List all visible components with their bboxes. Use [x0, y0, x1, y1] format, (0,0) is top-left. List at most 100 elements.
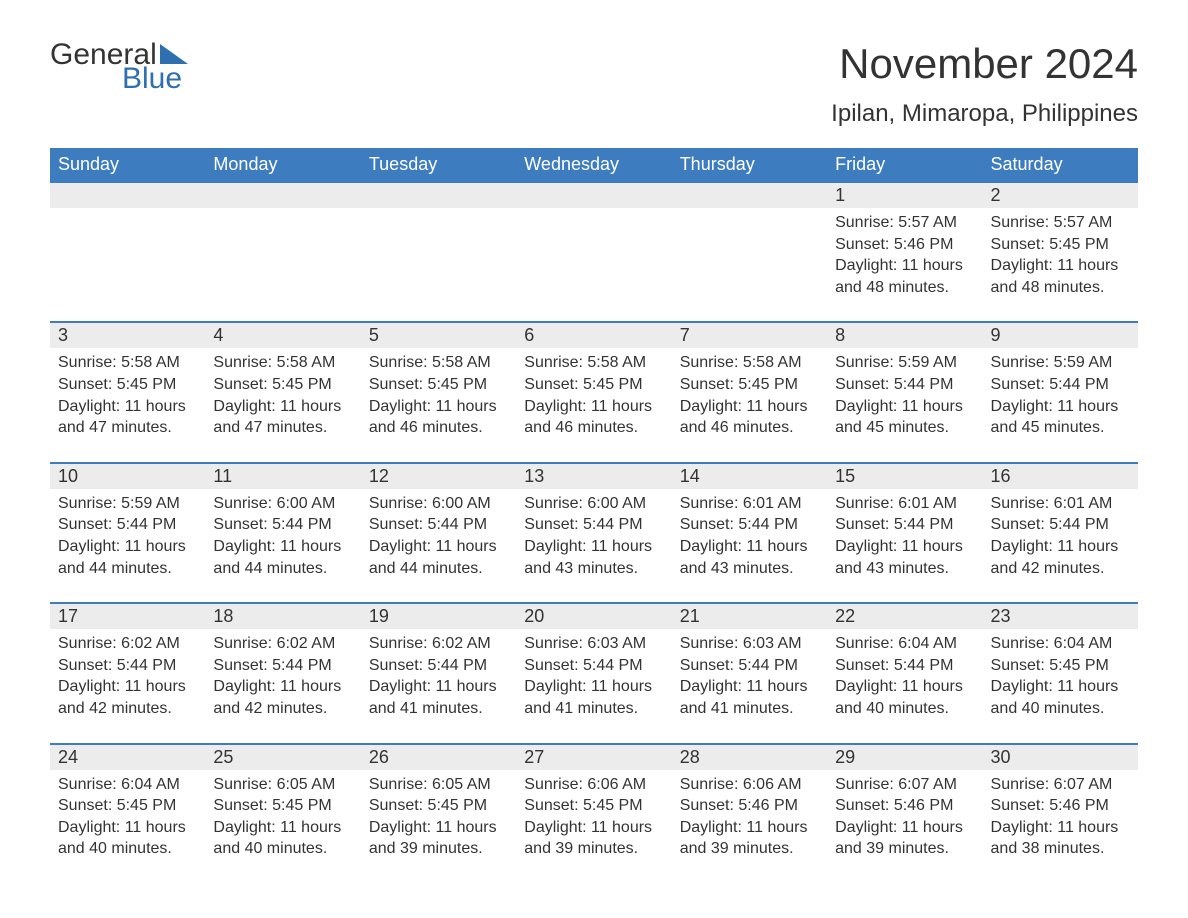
sunrise-line: Sunrise: 6:03 AM	[680, 633, 819, 655]
daynum-cell: 1	[827, 182, 982, 208]
detail-cell: Sunrise: 6:07 AMSunset: 5:46 PMDaylight:…	[983, 770, 1138, 866]
detail-cell: Sunrise: 6:03 AMSunset: 5:44 PMDaylight:…	[672, 629, 827, 725]
sunrise-line: Sunrise: 5:57 AM	[835, 212, 974, 234]
detail-row: Sunrise: 6:04 AMSunset: 5:45 PMDaylight:…	[50, 770, 1138, 866]
detail-cell: Sunrise: 6:04 AMSunset: 5:45 PMDaylight:…	[50, 770, 205, 866]
sunset-line: Sunset: 5:44 PM	[524, 655, 663, 677]
daynum-row: 24252627282930	[50, 744, 1138, 770]
detail-cell: Sunrise: 6:05 AMSunset: 5:45 PMDaylight:…	[361, 770, 516, 866]
sunset-line: Sunset: 5:44 PM	[835, 374, 974, 396]
detail-row: Sunrise: 5:58 AMSunset: 5:45 PMDaylight:…	[50, 348, 1138, 444]
day-header: Monday	[205, 148, 360, 182]
detail-cell: Sunrise: 5:59 AMSunset: 5:44 PMDaylight:…	[50, 489, 205, 585]
sunset-line: Sunset: 5:45 PM	[524, 795, 663, 817]
daynum-cell: 9	[983, 322, 1138, 348]
daylight-line: Daylight: 11 hours and 41 minutes.	[680, 676, 819, 719]
detail-cell: Sunrise: 6:02 AMSunset: 5:44 PMDaylight:…	[361, 629, 516, 725]
sunset-line: Sunset: 5:45 PM	[524, 374, 663, 396]
logo-text-blue: Blue	[122, 64, 188, 94]
daylight-line: Daylight: 11 hours and 42 minutes.	[58, 676, 197, 719]
detail-cell: Sunrise: 6:04 AMSunset: 5:45 PMDaylight:…	[983, 629, 1138, 725]
daynum-cell: 10	[50, 463, 205, 489]
month-title: November 2024	[831, 40, 1138, 88]
detail-cell: Sunrise: 5:58 AMSunset: 5:45 PMDaylight:…	[516, 348, 671, 444]
sunrise-line: Sunrise: 5:58 AM	[524, 352, 663, 374]
daynum-cell: 5	[361, 322, 516, 348]
detail-cell	[672, 208, 827, 304]
sunrise-line: Sunrise: 6:05 AM	[213, 774, 352, 796]
daylight-line: Daylight: 11 hours and 39 minutes.	[524, 817, 663, 860]
daynum-cell: 11	[205, 463, 360, 489]
detail-cell: Sunrise: 6:04 AMSunset: 5:44 PMDaylight:…	[827, 629, 982, 725]
daylight-line: Daylight: 11 hours and 42 minutes.	[213, 676, 352, 719]
daynum-cell	[205, 182, 360, 208]
sunset-line: Sunset: 5:44 PM	[58, 655, 197, 677]
sunrise-line: Sunrise: 6:01 AM	[680, 493, 819, 515]
sunset-line: Sunset: 5:44 PM	[835, 514, 974, 536]
sunset-line: Sunset: 5:45 PM	[213, 795, 352, 817]
daynum-row: 17181920212223	[50, 603, 1138, 629]
sunset-line: Sunset: 5:44 PM	[524, 514, 663, 536]
daynum-cell	[672, 182, 827, 208]
location: Ipilan, Mimaropa, Philippines	[831, 100, 1138, 128]
detail-cell: Sunrise: 6:02 AMSunset: 5:44 PMDaylight:…	[50, 629, 205, 725]
daynum-cell: 23	[983, 603, 1138, 629]
sunrise-line: Sunrise: 6:01 AM	[835, 493, 974, 515]
daylight-line: Daylight: 11 hours and 47 minutes.	[58, 396, 197, 439]
detail-cell	[205, 208, 360, 304]
title-block: November 2024 Ipilan, Mimaropa, Philippi…	[831, 40, 1138, 128]
sunrise-line: Sunrise: 5:59 AM	[58, 493, 197, 515]
daynum-cell: 2	[983, 182, 1138, 208]
daynum-cell: 3	[50, 322, 205, 348]
sunset-line: Sunset: 5:45 PM	[991, 234, 1130, 256]
daynum-cell: 22	[827, 603, 982, 629]
daynum-cell: 6	[516, 322, 671, 348]
detail-cell	[50, 208, 205, 304]
detail-cell	[516, 208, 671, 304]
daylight-line: Daylight: 11 hours and 46 minutes.	[369, 396, 508, 439]
daylight-line: Daylight: 11 hours and 38 minutes.	[991, 817, 1130, 860]
week-separator	[50, 304, 1138, 322]
sunrise-line: Sunrise: 6:02 AM	[58, 633, 197, 655]
detail-cell: Sunrise: 6:06 AMSunset: 5:46 PMDaylight:…	[672, 770, 827, 866]
sunrise-line: Sunrise: 6:05 AM	[369, 774, 508, 796]
detail-cell: Sunrise: 5:58 AMSunset: 5:45 PMDaylight:…	[50, 348, 205, 444]
sunset-line: Sunset: 5:44 PM	[58, 514, 197, 536]
daylight-line: Daylight: 11 hours and 47 minutes.	[213, 396, 352, 439]
daylight-line: Daylight: 11 hours and 41 minutes.	[369, 676, 508, 719]
detail-row: Sunrise: 5:59 AMSunset: 5:44 PMDaylight:…	[50, 489, 1138, 585]
sunrise-line: Sunrise: 5:59 AM	[835, 352, 974, 374]
daynum-cell: 15	[827, 463, 982, 489]
daynum-cell	[361, 182, 516, 208]
daynum-cell: 12	[361, 463, 516, 489]
sunrise-line: Sunrise: 6:07 AM	[991, 774, 1130, 796]
daynum-cell: 18	[205, 603, 360, 629]
sunset-line: Sunset: 5:45 PM	[58, 374, 197, 396]
detail-cell: Sunrise: 6:00 AMSunset: 5:44 PMDaylight:…	[516, 489, 671, 585]
daylight-line: Daylight: 11 hours and 39 minutes.	[680, 817, 819, 860]
sunrise-line: Sunrise: 6:01 AM	[991, 493, 1130, 515]
day-header: Saturday	[983, 148, 1138, 182]
detail-cell: Sunrise: 6:01 AMSunset: 5:44 PMDaylight:…	[672, 489, 827, 585]
sunrise-line: Sunrise: 5:58 AM	[680, 352, 819, 374]
sunset-line: Sunset: 5:44 PM	[991, 514, 1130, 536]
daylight-line: Daylight: 11 hours and 44 minutes.	[58, 536, 197, 579]
daylight-line: Daylight: 11 hours and 39 minutes.	[369, 817, 508, 860]
daynum-cell: 27	[516, 744, 671, 770]
sunset-line: Sunset: 5:44 PM	[680, 514, 819, 536]
detail-row: Sunrise: 6:02 AMSunset: 5:44 PMDaylight:…	[50, 629, 1138, 725]
detail-cell: Sunrise: 5:58 AMSunset: 5:45 PMDaylight:…	[361, 348, 516, 444]
week-separator	[50, 726, 1138, 744]
sunrise-line: Sunrise: 6:06 AM	[680, 774, 819, 796]
sunrise-line: Sunrise: 5:58 AM	[369, 352, 508, 374]
detail-cell: Sunrise: 5:57 AMSunset: 5:45 PMDaylight:…	[983, 208, 1138, 304]
sunrise-line: Sunrise: 5:57 AM	[991, 212, 1130, 234]
sunrise-line: Sunrise: 6:02 AM	[213, 633, 352, 655]
daylight-line: Daylight: 11 hours and 42 minutes.	[991, 536, 1130, 579]
daynum-cell: 19	[361, 603, 516, 629]
daynum-cell: 29	[827, 744, 982, 770]
daynum-cell: 30	[983, 744, 1138, 770]
sunrise-line: Sunrise: 6:00 AM	[524, 493, 663, 515]
detail-cell: Sunrise: 5:59 AMSunset: 5:44 PMDaylight:…	[827, 348, 982, 444]
daynum-cell: 8	[827, 322, 982, 348]
